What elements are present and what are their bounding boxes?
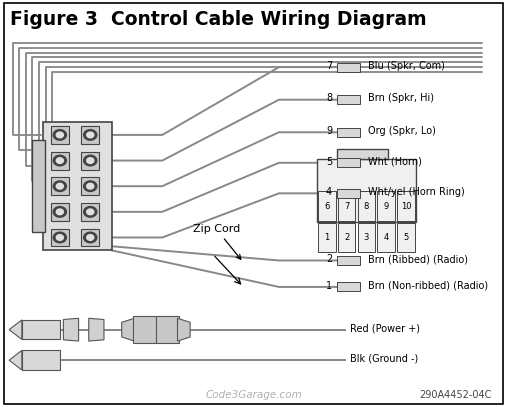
Circle shape — [87, 132, 94, 138]
Polygon shape — [9, 320, 22, 339]
Circle shape — [83, 155, 97, 166]
Polygon shape — [9, 350, 22, 370]
FancyBboxPatch shape — [358, 223, 375, 252]
Circle shape — [53, 207, 67, 217]
FancyBboxPatch shape — [358, 192, 375, 221]
Circle shape — [83, 232, 97, 243]
Text: 8: 8 — [326, 94, 332, 103]
Circle shape — [56, 209, 64, 215]
Text: 7: 7 — [344, 201, 349, 210]
Text: Zip Cord: Zip Cord — [193, 224, 241, 259]
Text: Blk (Ground -): Blk (Ground -) — [350, 354, 418, 363]
FancyBboxPatch shape — [51, 152, 69, 170]
Circle shape — [56, 184, 64, 189]
Circle shape — [56, 234, 64, 240]
Text: 5: 5 — [326, 157, 332, 166]
Polygon shape — [64, 318, 79, 341]
Circle shape — [53, 232, 67, 243]
Text: 3: 3 — [364, 233, 369, 242]
FancyBboxPatch shape — [32, 140, 45, 232]
FancyBboxPatch shape — [318, 223, 335, 252]
Polygon shape — [89, 318, 104, 341]
FancyBboxPatch shape — [397, 192, 415, 221]
Text: 9: 9 — [384, 201, 389, 210]
Polygon shape — [177, 318, 190, 341]
FancyBboxPatch shape — [397, 223, 415, 252]
Circle shape — [87, 209, 94, 215]
Text: 4: 4 — [384, 233, 389, 242]
Text: Brn (Ribbed) (Radio): Brn (Ribbed) (Radio) — [368, 254, 468, 264]
FancyBboxPatch shape — [22, 350, 60, 370]
Text: 290A4452-04C: 290A4452-04C — [419, 389, 492, 400]
FancyBboxPatch shape — [81, 229, 99, 247]
FancyBboxPatch shape — [133, 316, 179, 343]
Circle shape — [87, 234, 94, 240]
Circle shape — [83, 181, 97, 192]
FancyBboxPatch shape — [51, 126, 69, 144]
FancyBboxPatch shape — [318, 192, 335, 221]
Circle shape — [87, 158, 94, 164]
FancyBboxPatch shape — [51, 203, 69, 221]
FancyBboxPatch shape — [337, 63, 360, 72]
Circle shape — [83, 129, 97, 140]
FancyBboxPatch shape — [81, 152, 99, 170]
Text: 10: 10 — [401, 201, 411, 210]
Circle shape — [87, 184, 94, 189]
Circle shape — [53, 155, 67, 166]
Circle shape — [56, 132, 64, 138]
Text: Code3Garage.com: Code3Garage.com — [205, 389, 302, 400]
Text: Figure 3  Control Cable Wiring Diagram: Figure 3 Control Cable Wiring Diagram — [10, 10, 427, 29]
FancyBboxPatch shape — [337, 158, 360, 167]
FancyBboxPatch shape — [317, 159, 416, 222]
Text: Wht (Horn): Wht (Horn) — [368, 157, 422, 166]
Text: 1: 1 — [326, 281, 332, 291]
FancyBboxPatch shape — [338, 192, 355, 221]
FancyBboxPatch shape — [337, 189, 360, 198]
Polygon shape — [122, 318, 134, 341]
Circle shape — [53, 129, 67, 140]
FancyBboxPatch shape — [81, 126, 99, 144]
FancyBboxPatch shape — [43, 122, 112, 250]
FancyBboxPatch shape — [377, 223, 395, 252]
FancyBboxPatch shape — [337, 149, 388, 159]
Text: 4: 4 — [326, 187, 332, 197]
Text: Org (Spkr, Lo): Org (Spkr, Lo) — [368, 126, 436, 136]
Text: 1: 1 — [324, 233, 330, 242]
Text: Brn (Non-ribbed) (Radio): Brn (Non-ribbed) (Radio) — [368, 281, 488, 291]
Text: Wht/yel (Horn Ring): Wht/yel (Horn Ring) — [368, 187, 465, 197]
FancyBboxPatch shape — [337, 256, 360, 265]
FancyBboxPatch shape — [22, 320, 60, 339]
Text: Red (Power +): Red (Power +) — [350, 323, 420, 333]
FancyBboxPatch shape — [81, 177, 99, 195]
Text: Brn (Spkr, Hi): Brn (Spkr, Hi) — [368, 94, 434, 103]
Text: 6: 6 — [324, 201, 330, 210]
FancyBboxPatch shape — [377, 192, 395, 221]
Circle shape — [83, 207, 97, 217]
Text: 5: 5 — [403, 233, 408, 242]
Text: 9: 9 — [326, 126, 332, 136]
FancyBboxPatch shape — [51, 177, 69, 195]
FancyBboxPatch shape — [337, 95, 360, 104]
Text: 8: 8 — [364, 201, 369, 210]
Text: 7: 7 — [326, 61, 332, 71]
FancyBboxPatch shape — [337, 282, 360, 291]
Text: Blu (Spkr, Com): Blu (Spkr, Com) — [368, 61, 445, 71]
Circle shape — [56, 158, 64, 164]
Text: 2: 2 — [344, 233, 349, 242]
FancyBboxPatch shape — [338, 223, 355, 252]
FancyBboxPatch shape — [51, 229, 69, 247]
Circle shape — [53, 181, 67, 192]
Text: 2: 2 — [326, 254, 332, 264]
FancyBboxPatch shape — [81, 203, 99, 221]
FancyBboxPatch shape — [337, 128, 360, 137]
